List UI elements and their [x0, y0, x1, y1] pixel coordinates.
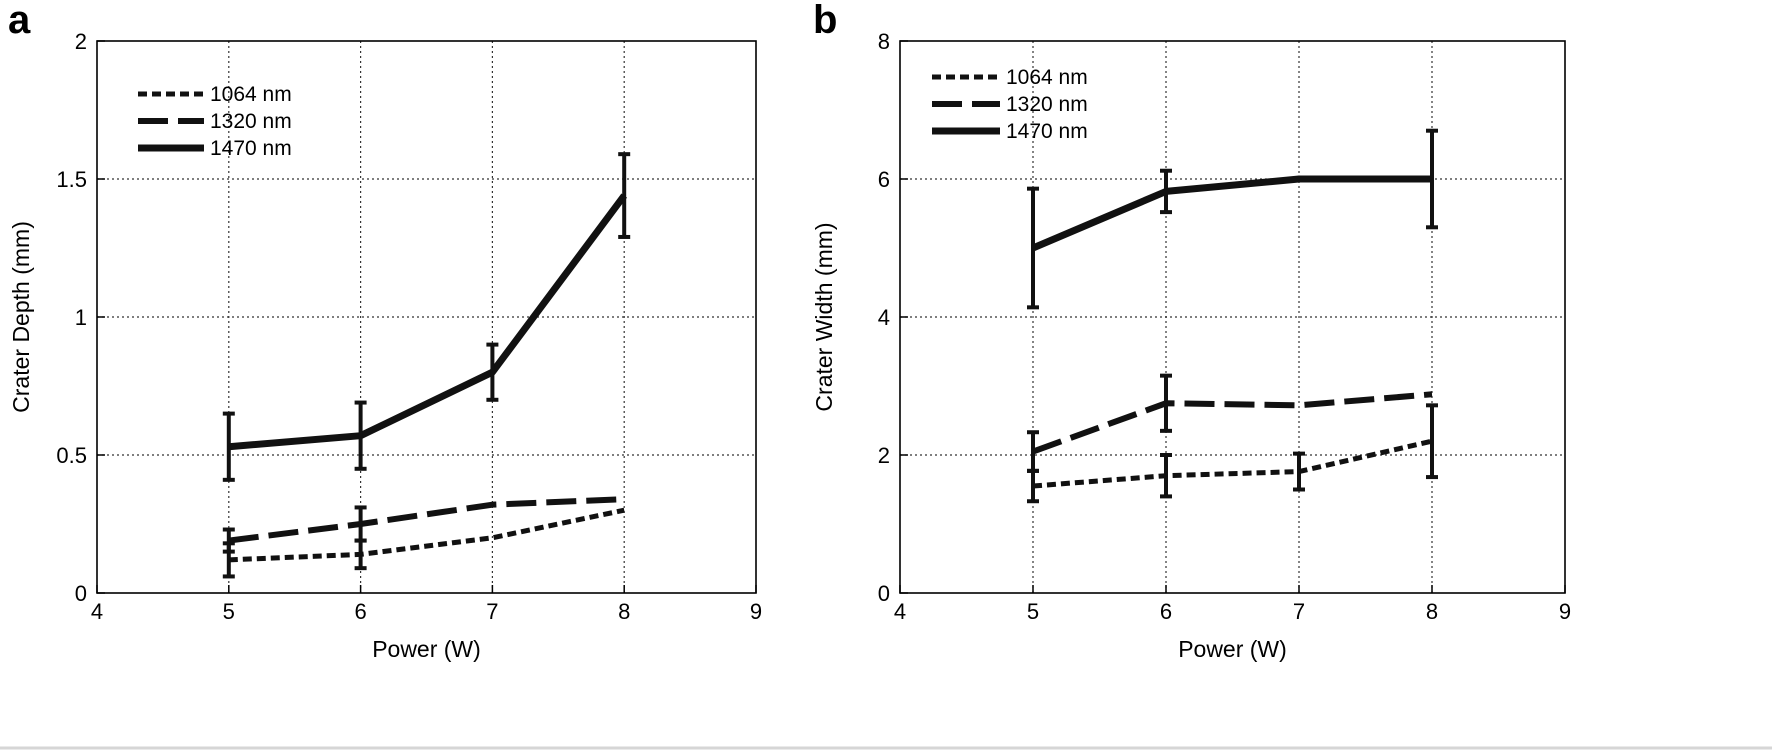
y-tick-label: 0	[75, 581, 87, 606]
panel-a: a 4 5 6 7 8 9 0 0.5 1 1.5 2 Power (W) Crater Depth (m…	[8, 0, 762, 662]
x-tick-label: 7	[486, 599, 498, 624]
series-line-1470-nm	[1031, 175, 1432, 252]
x-tick-label: 9	[750, 599, 762, 624]
error-bar	[1160, 453, 1172, 499]
legend: 1064 nm 1320 nm 1470 nm	[932, 66, 1088, 143]
legend-label: 1320 nm	[210, 110, 292, 133]
x-tick-label: 6	[354, 599, 366, 624]
series-line-1064-nm	[1032, 438, 1433, 489]
legend-label: 1470 nm	[210, 137, 292, 160]
y-axis-label: Crater Width (mm)	[811, 222, 837, 411]
y-axis-label: Crater Depth (mm)	[8, 221, 34, 413]
error-bar	[1426, 403, 1438, 480]
error-bar	[222, 411, 235, 482]
error-bar	[618, 152, 631, 239]
y-tick-label: 2	[75, 29, 87, 54]
legend-label: 1064 nm	[210, 83, 292, 106]
x-tick-label: 5	[1027, 599, 1039, 624]
error-bar	[1160, 168, 1172, 215]
panel-letter: b	[813, 0, 837, 42]
series-line-1064-nm	[228, 507, 625, 563]
x-tick-label: 7	[1293, 599, 1305, 624]
y-tick-label: 8	[878, 29, 890, 54]
y-tick-label: 4	[878, 305, 890, 330]
legend: 1064 nm 1320 nm 1470 nm	[138, 83, 292, 160]
panel-letter: a	[8, 0, 31, 42]
x-tick-label: 9	[1559, 599, 1571, 624]
x-tick-label: 5	[223, 599, 235, 624]
panel-b: b 4 5 6 7 8 9 0 2 4 6 8 Power (W) Crater Width (mm) 10…	[811, 0, 1571, 662]
y-tick-label: 6	[878, 167, 890, 192]
x-axis-label: Power (W)	[1178, 636, 1287, 662]
y-tick-label: 0.5	[56, 443, 87, 468]
legend-label: 1470 nm	[1006, 120, 1088, 143]
y-tick-label: 1.5	[56, 167, 87, 192]
y-tick-label: 2	[878, 443, 890, 468]
series-line-1470-nm	[228, 193, 628, 451]
error-bar	[486, 342, 499, 402]
error-bar	[1160, 373, 1172, 433]
y-tick-label: 0	[878, 581, 890, 606]
series-line-1320-nm	[1031, 391, 1433, 455]
x-tick-label: 4	[894, 599, 906, 624]
error-bar	[354, 400, 367, 471]
y-tick-label: 1	[75, 305, 87, 330]
x-tick-label: 8	[1426, 599, 1438, 624]
error-bar	[1027, 186, 1039, 310]
error-bar	[1426, 128, 1438, 230]
error-bar	[354, 505, 367, 543]
x-tick-label: 6	[1160, 599, 1172, 624]
x-axis-label: Power (W)	[372, 636, 481, 662]
error-bar	[1293, 451, 1305, 492]
x-tick-label: 4	[91, 599, 103, 624]
legend-label: 1064 nm	[1006, 66, 1088, 89]
legend-label: 1320 nm	[1006, 93, 1088, 116]
error-bar	[1027, 430, 1039, 473]
series-line-1320-nm	[228, 496, 625, 544]
error-bar	[222, 527, 235, 554]
x-tick-label: 8	[618, 599, 630, 624]
